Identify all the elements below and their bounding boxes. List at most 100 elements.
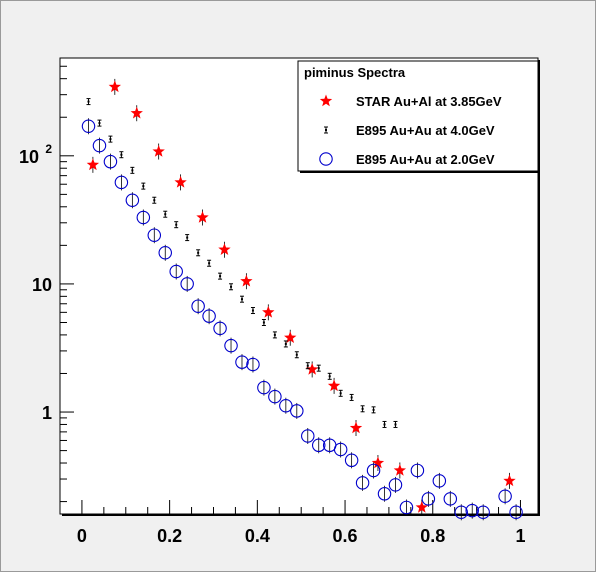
- data-point: [476, 505, 490, 520]
- point-dot: [219, 275, 222, 278]
- data-point: [393, 420, 398, 428]
- data-point: [81, 119, 96, 134]
- data-point: [327, 372, 332, 380]
- point-dot: [339, 392, 342, 395]
- data-point: [163, 210, 168, 218]
- point-dot: [383, 423, 386, 426]
- data-point: [246, 357, 260, 372]
- point-dot: [164, 213, 167, 216]
- point-dot: [262, 321, 265, 324]
- point-dot: [372, 408, 375, 411]
- data-point: [399, 500, 414, 515]
- data-point: [290, 404, 304, 418]
- data-point: [169, 264, 183, 279]
- data-point: [509, 505, 523, 520]
- data-point: [152, 145, 165, 157]
- data-point: [366, 463, 381, 478]
- point-dot: [251, 309, 254, 312]
- data-point: [272, 331, 277, 339]
- data-point: [92, 138, 107, 153]
- y-tick-label: 10: [19, 147, 39, 167]
- data-point: [261, 318, 266, 326]
- legend-marker-star: [319, 94, 333, 107]
- point-dot: [197, 251, 200, 254]
- data-point: [240, 274, 253, 287]
- data-point: [503, 474, 516, 487]
- series-star: [86, 78, 516, 516]
- legend-entry-label: STAR Au+Al at 3.85GeV: [356, 94, 502, 109]
- data-point: [235, 355, 249, 369]
- point-dot: [142, 185, 145, 188]
- x-tick-label: 0.8: [420, 526, 445, 546]
- data-point: [224, 338, 238, 353]
- legend-title: piminus Spectra: [304, 65, 406, 80]
- data-point: [371, 406, 376, 414]
- point-dot: [350, 396, 353, 399]
- point-dot: [208, 262, 211, 265]
- data-point: [316, 364, 321, 372]
- x-tick-label: 0.6: [333, 526, 358, 546]
- x-tick-label: 0: [77, 526, 87, 546]
- data-point: [410, 463, 425, 478]
- data-point: [174, 221, 179, 229]
- point-dot: [109, 138, 112, 141]
- data-point: [377, 487, 392, 501]
- data-point: [294, 351, 299, 359]
- data-point: [432, 474, 447, 488]
- x-tick-label: 0.4: [245, 526, 270, 546]
- data-point: [283, 340, 288, 348]
- data-point: [327, 379, 341, 392]
- point-dot: [153, 199, 156, 202]
- point-dot: [394, 423, 397, 426]
- point-dot: [120, 153, 123, 156]
- data-point: [382, 420, 387, 428]
- legend-entry-label: E895 Au+Au at 2.0GeV: [356, 152, 495, 167]
- data-point: [180, 277, 194, 291]
- data-point: [185, 234, 190, 242]
- point-dot: [325, 129, 327, 131]
- data-point: [147, 228, 162, 242]
- data-point: [130, 106, 143, 119]
- data-point: [305, 362, 319, 375]
- data-point: [349, 421, 363, 434]
- data-point: [498, 489, 512, 504]
- data-point: [119, 151, 124, 159]
- data-point: [268, 389, 282, 404]
- data-point: [191, 299, 205, 313]
- data-point: [141, 182, 146, 190]
- data-point: [158, 246, 172, 260]
- point-dot: [87, 100, 90, 103]
- point-dot: [273, 333, 276, 336]
- data-point: [257, 380, 271, 395]
- data-point: [393, 463, 407, 476]
- data-point: [415, 500, 428, 513]
- data-point: [333, 442, 348, 457]
- data-point: [174, 175, 187, 188]
- data-point: [108, 135, 113, 143]
- data-point: [250, 307, 255, 315]
- point-dot: [306, 364, 309, 367]
- data-point: [196, 249, 201, 257]
- data-point: [454, 505, 469, 520]
- series-circle: [81, 118, 523, 521]
- point-dot: [328, 375, 331, 378]
- point-dot: [175, 223, 178, 226]
- data-point: [103, 154, 118, 169]
- data-point: [443, 492, 458, 506]
- data-point: [207, 259, 212, 267]
- point-dot: [98, 122, 101, 125]
- y-tick-label: 10: [32, 275, 52, 295]
- data-point: [421, 492, 436, 506]
- point-dot: [240, 298, 243, 301]
- data-point: [311, 438, 326, 453]
- data-point: [196, 210, 209, 223]
- data-point: [202, 309, 216, 323]
- data-point: [344, 453, 359, 468]
- data-point: [213, 321, 227, 336]
- legend-marker-circle: [319, 152, 333, 166]
- data-point: [86, 158, 100, 171]
- data-point: [97, 119, 102, 127]
- data-point: [360, 405, 365, 413]
- y-tick-label: 1: [42, 403, 52, 423]
- data-point: [136, 210, 151, 225]
